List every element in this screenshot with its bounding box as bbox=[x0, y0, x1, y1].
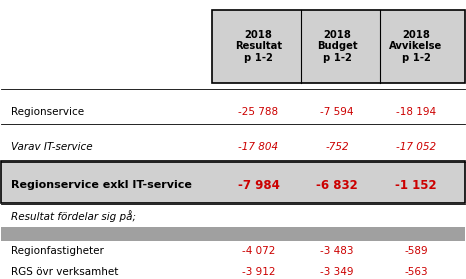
Text: Varav IT-service: Varav IT-service bbox=[11, 142, 92, 152]
FancyBboxPatch shape bbox=[212, 9, 465, 83]
Text: -17 804: -17 804 bbox=[239, 142, 279, 152]
FancyBboxPatch shape bbox=[1, 227, 465, 241]
Text: Regionservice: Regionservice bbox=[11, 107, 84, 117]
Text: -18 194: -18 194 bbox=[396, 107, 436, 117]
Text: -3 483: -3 483 bbox=[321, 246, 354, 256]
Text: -3 349: -3 349 bbox=[321, 267, 354, 277]
Text: Resultat fördelar sig på;: Resultat fördelar sig på; bbox=[11, 211, 136, 222]
FancyBboxPatch shape bbox=[1, 161, 465, 203]
Text: -7 594: -7 594 bbox=[321, 107, 354, 117]
Text: -6 832: -6 832 bbox=[316, 179, 358, 192]
Text: 2018
Avvikelse
p 1-2: 2018 Avvikelse p 1-2 bbox=[390, 30, 443, 63]
Text: RGS övr verksamhet: RGS övr verksamhet bbox=[11, 267, 118, 277]
Text: -589: -589 bbox=[404, 246, 428, 256]
Text: -4 072: -4 072 bbox=[242, 246, 275, 256]
Text: Regionfastigheter: Regionfastigheter bbox=[11, 246, 103, 256]
Text: -25 788: -25 788 bbox=[239, 107, 279, 117]
Text: -752: -752 bbox=[325, 142, 349, 152]
Text: -563: -563 bbox=[404, 267, 428, 277]
Text: -3 912: -3 912 bbox=[242, 267, 275, 277]
Text: -1 152: -1 152 bbox=[395, 179, 437, 192]
Text: -7 984: -7 984 bbox=[238, 179, 280, 192]
Text: -17 052: -17 052 bbox=[396, 142, 436, 152]
Text: 2018
Budget
p 1-2: 2018 Budget p 1-2 bbox=[317, 30, 357, 63]
Text: Regionservice exkl IT-service: Regionservice exkl IT-service bbox=[11, 180, 192, 190]
Text: 2018
Resultat
p 1-2: 2018 Resultat p 1-2 bbox=[235, 30, 282, 63]
